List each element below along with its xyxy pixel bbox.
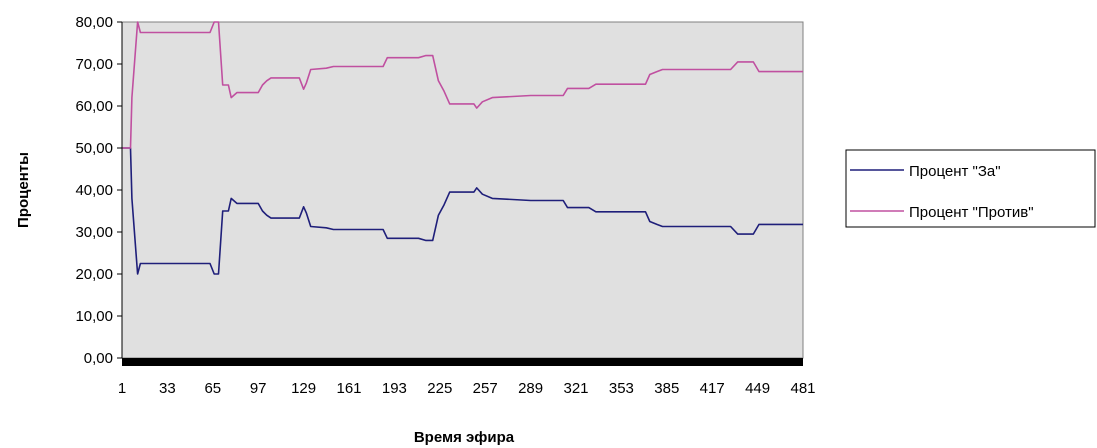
x-tick-label: 225: [427, 380, 452, 397]
plot-area: [121, 21, 804, 366]
x-axis-title: Время эфира: [414, 429, 515, 446]
x-tick-label: 33: [159, 380, 176, 397]
x-tick-label: 289: [518, 380, 543, 397]
legend: Процент "За" Процент "Против": [845, 149, 1096, 228]
x-tick-label: 449: [745, 380, 770, 397]
y-tick-label: 60,00: [75, 98, 113, 115]
series-line-1: [122, 21, 803, 149]
x-tick-label: 353: [609, 380, 634, 397]
y-axis-title: Проценты: [15, 152, 32, 228]
x-axis-band: [122, 358, 803, 366]
y-tick-label: 20,00: [75, 266, 113, 283]
legend-label-za: Процент "За": [909, 163, 1001, 180]
y-tick-label: 50,00: [75, 140, 113, 157]
y-tick-label: 70,00: [75, 56, 113, 73]
plot-background: [121, 21, 804, 359]
legend-box: [845, 149, 1096, 228]
x-tick-label: 1: [118, 380, 126, 397]
x-tick-label: 257: [473, 380, 498, 397]
x-axis-ticks: 1 33 65 97 129 161 193 225 257 289 321 353 385 417 449…: [118, 380, 816, 397]
y-tick-label: 30,00: [75, 224, 113, 241]
x-tick-label: 417: [700, 380, 725, 397]
x-tick-label: 193: [382, 380, 407, 397]
x-tick-label: 97: [250, 380, 267, 397]
y-tick-label: 40,00: [75, 182, 113, 199]
x-tick-label: 321: [563, 380, 588, 397]
x-tick-label: 129: [291, 380, 316, 397]
legend-label-protiv: Процент "Против": [909, 204, 1034, 221]
series-line-0: [122, 147, 803, 275]
x-tick-label: 65: [204, 380, 221, 397]
x-tick-label: 481: [790, 380, 815, 397]
x-tick-label: 385: [654, 380, 679, 397]
y-tick-label: 80,00: [75, 14, 113, 31]
x-tick-label: 161: [336, 380, 361, 397]
y-tick-label: 0,00: [84, 350, 113, 367]
y-axis-ticks: 0,00 10,00 20,00 30,00 40,00 50,00 60,00 70,00 8…: [75, 14, 123, 367]
y-tick-label: 10,00: [75, 308, 113, 325]
